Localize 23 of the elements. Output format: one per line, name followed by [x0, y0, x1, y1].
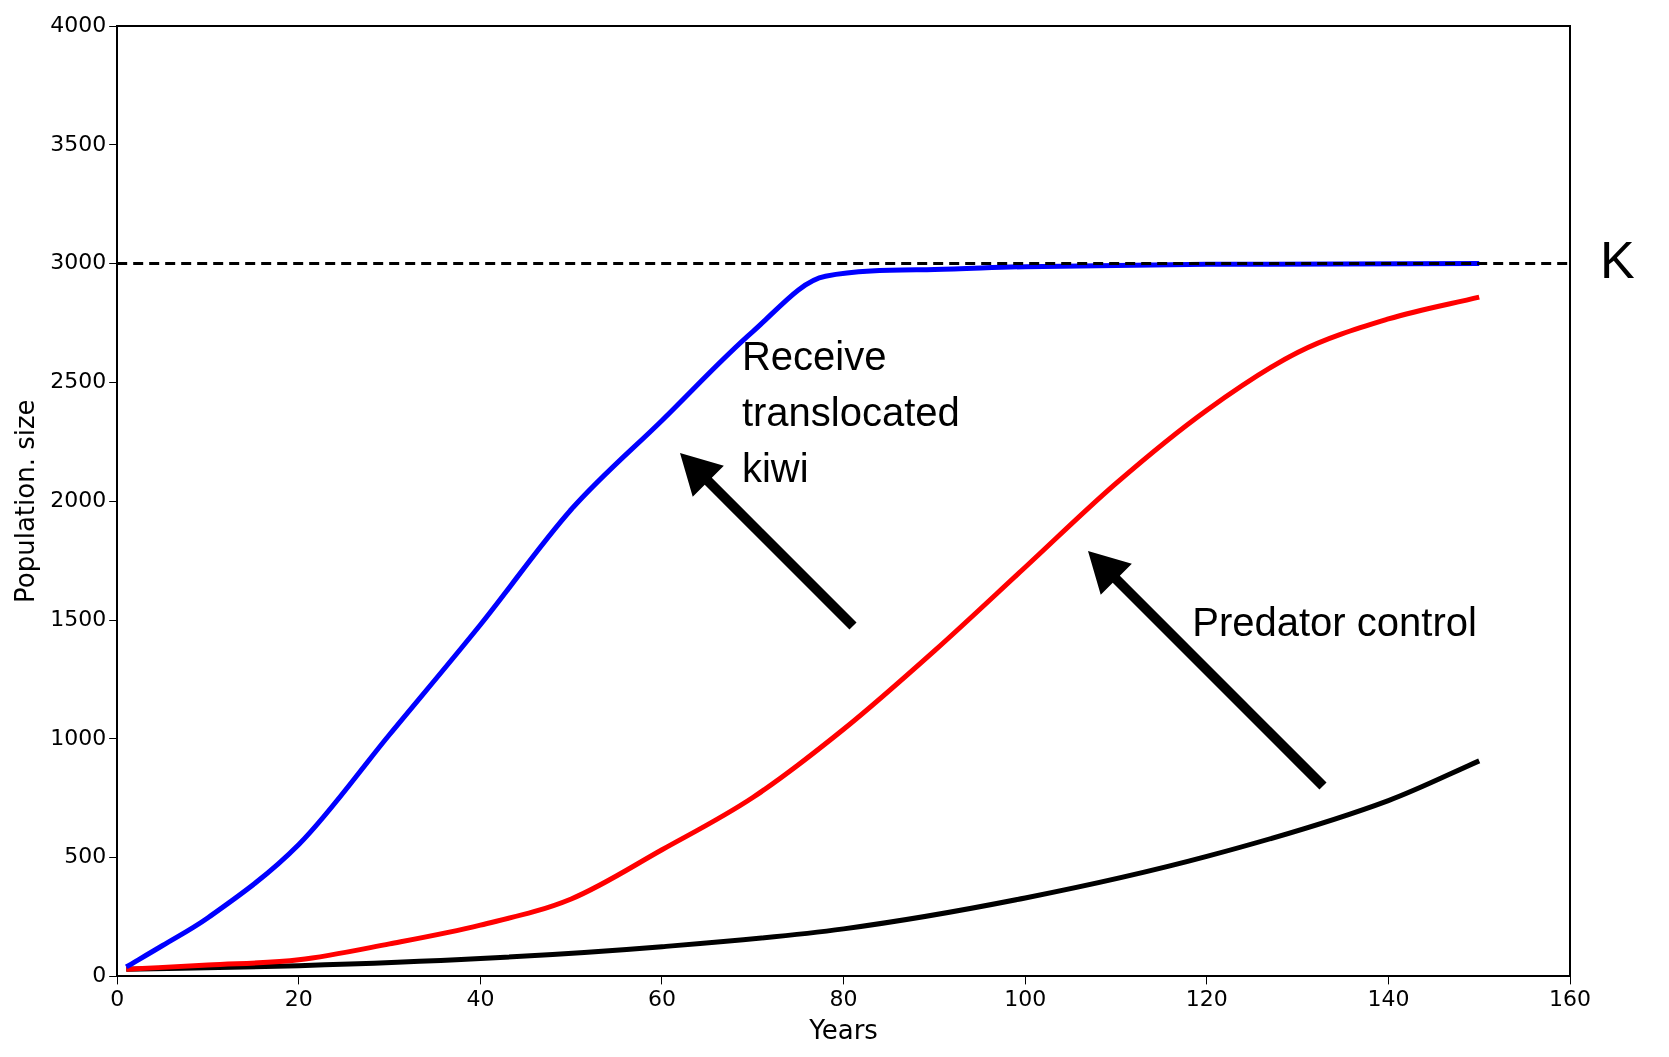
y-axis-title: Population. size	[10, 399, 41, 603]
y-tick-label: 1500	[50, 605, 107, 631]
y-tick-label: 0	[92, 962, 107, 988]
x-tick-label: 120	[1185, 986, 1228, 1012]
x-tick-label: 20	[284, 986, 313, 1012]
y-tick-label: 4000	[50, 11, 107, 37]
x-tick-label: 140	[1367, 986, 1410, 1012]
ref-line-label: K	[1600, 230, 1635, 289]
y-tick-label: 3000	[50, 249, 107, 275]
x-tick-label: 0	[110, 986, 125, 1012]
y-tick-label: 500	[64, 843, 107, 869]
x-tick-label: 160	[1549, 986, 1591, 1012]
y-tick-label: 3500	[50, 130, 107, 156]
annotation: Receive translocated kiwi	[741, 333, 960, 490]
y-tick-label: 2500	[50, 368, 107, 394]
x-tick-label: 60	[647, 986, 676, 1012]
annotation: Predator control	[1192, 599, 1477, 644]
x-tick-label: 40	[466, 986, 495, 1012]
x-axis-title: Years	[808, 1015, 878, 1046]
x-tick-label: 80	[829, 986, 858, 1012]
x-tick-label: 100	[1004, 986, 1047, 1012]
y-tick-label: 2000	[50, 486, 107, 512]
y-tick-label: 1000	[50, 724, 107, 750]
